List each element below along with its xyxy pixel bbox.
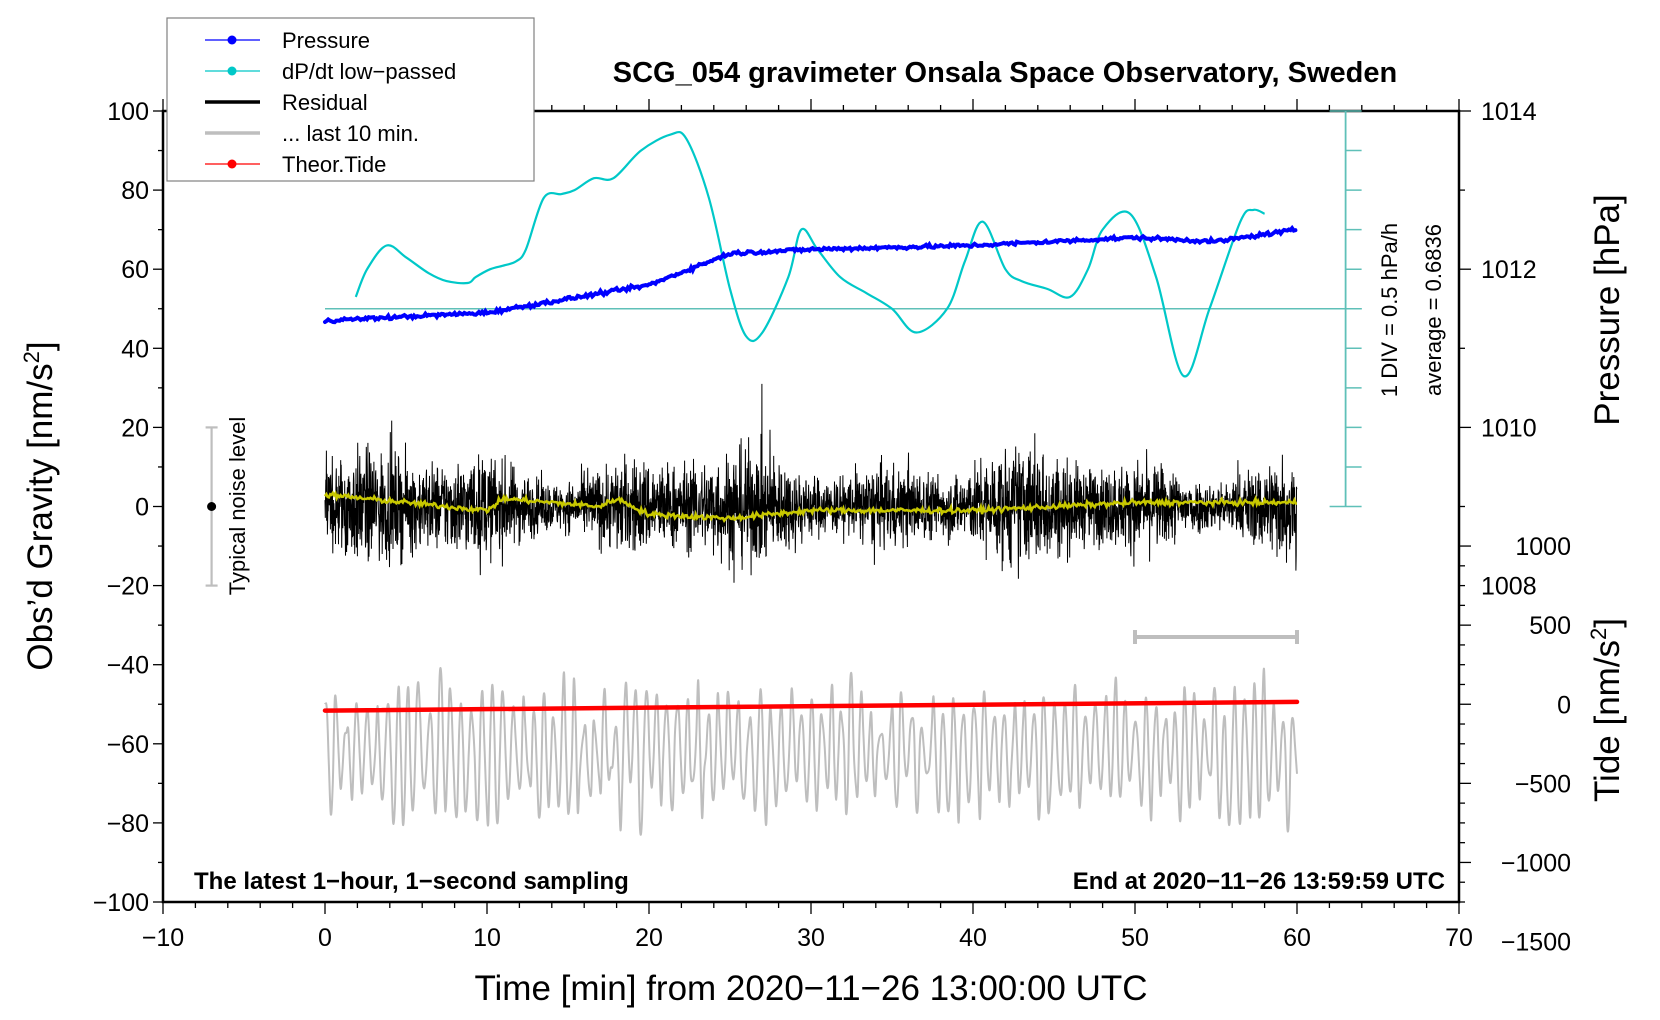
y-axis-title-left: Obs’d Gravity [nm/s2] — [19, 341, 60, 670]
dpdt-scale-label: 1 DIV = 0.5 hPa/h — [1377, 223, 1402, 397]
x-axis-title-text: Time [min] from 2020−11−26 13:00:00 UTC — [474, 969, 1147, 1008]
legend-entry: ... last 10 min. — [205, 121, 419, 146]
y-tick-label: 60 — [121, 256, 149, 284]
x-tick-label: 20 — [635, 924, 663, 952]
y-tick-label: 40 — [121, 335, 149, 363]
y-axis-title-left-text: Obs’d Gravity [nm/s2] — [19, 341, 60, 670]
pressure-tick-label: 1008 — [1481, 573, 1537, 601]
tide-tick-label: −1000 — [1501, 849, 1571, 877]
y-tick-label: −20 — [107, 573, 149, 601]
axes-layer: −10 0 10 20 30 40 50 60 70−100−80−60−40−20020406… — [93, 98, 1571, 957]
y-tick-label: −60 — [107, 731, 149, 759]
noise-level-label-text: Typical noise level — [225, 417, 250, 596]
x-axis-title: Time [min] from 2020−11−26 13:00:00 UTC — [474, 969, 1147, 1008]
tide-tick-label: 0 — [1557, 691, 1571, 719]
x-tick-label: 50 — [1121, 924, 1149, 952]
legend: Pressure dP/dt low−passed Residual ... last… — [166, 17, 535, 182]
y-tick-label: −40 — [107, 652, 149, 680]
tide-line — [322, 699, 1300, 713]
y-tick-label: 0 — [135, 494, 149, 522]
pressure-line — [323, 224, 1298, 325]
dpdt-line — [354, 130, 1266, 378]
sampling-annotation: The latest 1−hour, 1−second sampling — [194, 868, 629, 895]
pressure-tick-label: 1012 — [1481, 256, 1537, 284]
legend-entry: Residual — [205, 90, 368, 115]
legend-label: Pressure — [282, 28, 370, 53]
pressure-tick-label: 1014 — [1481, 98, 1537, 126]
y-tick-label: −80 — [107, 810, 149, 838]
tide-tick-label: −1500 — [1501, 929, 1571, 957]
noise-level-label: Typical noise level — [225, 417, 250, 596]
residual-line — [324, 383, 1298, 583]
x-tick-label: 0 — [318, 924, 332, 952]
legend-label: ... last 10 min. — [282, 121, 419, 146]
noise-level-dot — [207, 502, 217, 511]
legend-entry: Theor.Tide — [205, 152, 386, 177]
residual-smoothed-line — [323, 490, 1298, 524]
chart-title: SCG_054 gravimeter Onsala Space Observat… — [613, 57, 1397, 89]
tide-tick-label: 1000 — [1515, 533, 1571, 561]
x-tick-label: 10 — [473, 924, 501, 952]
y-tick-label: 20 — [121, 414, 149, 442]
y-tick-label: 80 — [121, 177, 149, 205]
tide-tick-label: −500 — [1515, 770, 1571, 798]
legend-box — [166, 17, 535, 182]
y-axis-title-tide-text: Tide [nm/s2] — [1586, 618, 1627, 802]
last-10-min-line — [324, 666, 1298, 836]
legend-swatch-dot — [227, 35, 237, 45]
end-time-annotation: End at 2020−11−26 13:59:59 UTC — [1073, 868, 1445, 895]
y-axis-title-pressure-text: Pressure [hPa] — [1588, 194, 1627, 426]
legend-label: dP/dt low−passed — [282, 59, 456, 84]
dpdt-scale-label-text: 1 DIV = 0.5 hPa/h — [1377, 223, 1402, 397]
legend-swatch-dot — [227, 159, 237, 169]
legend-swatch-dot — [227, 66, 237, 76]
tide-tick-label: 500 — [1529, 612, 1571, 640]
legend-entry: dP/dt low−passed — [205, 59, 456, 84]
pressure-tick-label: 1010 — [1481, 414, 1537, 442]
dpdt-average-label-text: average = 0.6836 — [1421, 224, 1446, 396]
y-axis-title-pressure: Pressure [hPa] — [1588, 194, 1627, 426]
x-tick-label: −10 — [142, 924, 184, 952]
legend-label: Residual — [282, 90, 368, 115]
y-tick-label: 100 — [107, 98, 149, 126]
x-tick-label: 30 — [797, 924, 825, 952]
y-tick-label: −100 — [93, 889, 149, 917]
x-tick-label: 40 — [959, 924, 987, 952]
y-axis-title-tide: Tide [nm/s2] — [1586, 618, 1627, 802]
dpdt-average-label: average = 0.6836 — [1421, 224, 1446, 396]
legend-label: Theor.Tide — [282, 152, 386, 177]
legend-entry: Pressure — [205, 28, 370, 53]
x-tick-label: 60 — [1283, 924, 1311, 952]
x-tick-label: 70 — [1445, 924, 1473, 952]
series-layer — [322, 130, 1362, 836]
